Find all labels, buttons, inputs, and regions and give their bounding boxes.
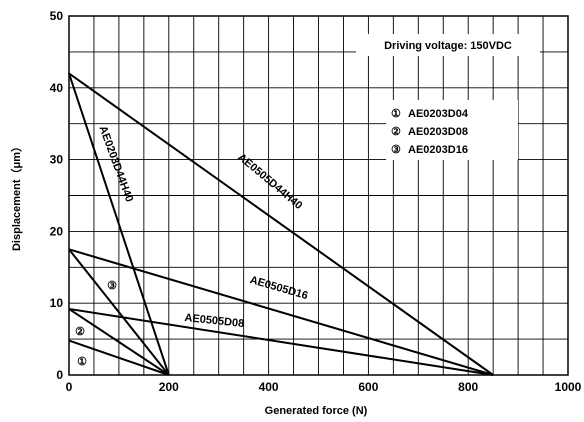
x-tick-label: 1000 [555, 380, 582, 394]
y-tick-label: 20 [50, 224, 64, 238]
x-tick-label: 400 [259, 380, 279, 394]
driving-voltage-label: Driving voltage: 150VDC [384, 40, 512, 52]
series-line-6 [68, 339, 170, 376]
label-ae0505d16: AE0505D16 [248, 274, 309, 302]
x-tick-label: 0 [66, 380, 73, 394]
legend-label-1: AE0203D04 [408, 108, 469, 120]
series-line-3 [68, 307, 494, 376]
y-tick-label: 40 [50, 81, 64, 95]
legend-marker-2: ② [391, 126, 401, 138]
y-tick-label: 0 [56, 368, 63, 382]
grid [69, 16, 568, 375]
x-axis-title: Generated force (N) [265, 405, 368, 417]
annotation-box: Driving voltage: 150VDC [356, 34, 540, 56]
series-line-4 [68, 248, 170, 376]
series-line-1 [68, 73, 170, 376]
x-tick-label: 200 [159, 380, 179, 394]
x-tick-label: 800 [458, 380, 478, 394]
y-tick-label: 50 [50, 9, 64, 23]
legend: ① AE0203D04 ② AE0203D08 ③ AE0203D16 [386, 100, 518, 160]
y-axis-title: Displacement（μm） [10, 141, 23, 251]
series-line-2 [68, 248, 494, 376]
series-lines [68, 72, 494, 376]
label-ae0505d44h40: AE0505D44H40 [235, 151, 304, 212]
legend-label-2: AE0203D08 [408, 126, 468, 138]
x-tick-label: 600 [358, 380, 378, 394]
plot-frame [68, 15, 569, 376]
legend-marker-1: ① [391, 108, 401, 120]
legend-label-3: AE0203D16 [408, 144, 468, 156]
y-tick-label: 10 [50, 296, 64, 310]
marker-1-on-plot: ① [77, 356, 87, 368]
ticks: 0 200 400 600 800 1000 0 10 20 30 40 50 [50, 9, 582, 394]
marker-2-on-plot: ② [75, 326, 85, 338]
legend-marker-3: ③ [391, 144, 401, 156]
y-tick-label: 30 [50, 153, 64, 167]
label-ae0203d44h40: AE0203D44H40 [96, 124, 135, 203]
marker-3-on-plot: ③ [107, 280, 117, 292]
series-line-0 [68, 72, 494, 376]
series-line-5 [68, 308, 170, 376]
